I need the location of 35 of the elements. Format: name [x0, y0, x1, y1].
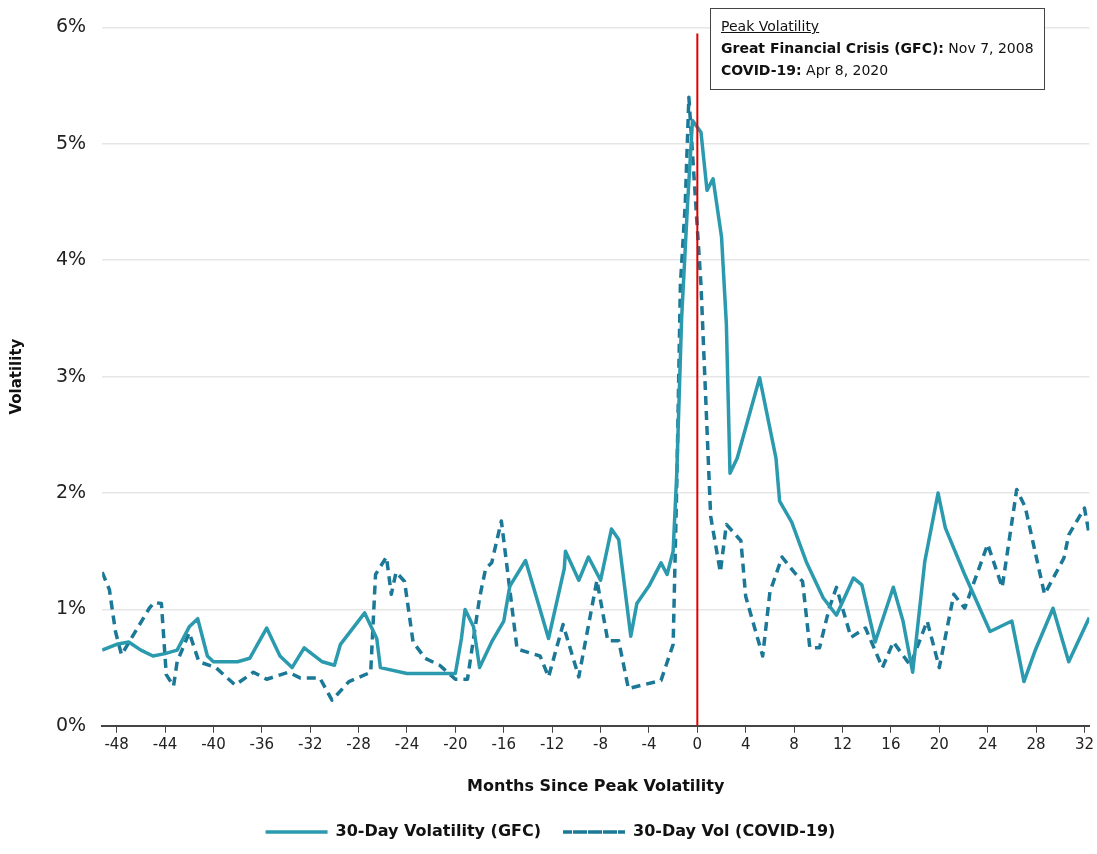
- x-tick-label: -16: [491, 734, 517, 753]
- y-tick-label: 3%: [55, 363, 87, 386]
- x-tick-label: 20: [929, 734, 949, 753]
- x-axis-title: Months Since Peak Volatility: [467, 775, 725, 795]
- annotation: Great Financial Crisis (GFC): Nov 7, 2008: [721, 39, 1034, 58]
- legend-label: 30-Day Vol (COVID-19): [633, 821, 836, 841]
- y-tick-label: 0%: [55, 712, 87, 735]
- y-tick-label: 6%: [55, 14, 87, 37]
- x-tick-label: -40: [201, 734, 226, 753]
- x-tick-label: 16: [881, 734, 901, 753]
- x-tick-label: -36: [249, 734, 275, 753]
- x-tick-label: 12: [832, 734, 853, 753]
- annotation: COVID-19: Apr 8, 2020: [721, 61, 890, 80]
- x-tick-label: -12: [539, 734, 565, 753]
- legend-label: 30-Day Volatility (GFC): [335, 821, 542, 841]
- x-tick-label: -4: [641, 734, 657, 753]
- y-tick-label: 1%: [55, 596, 87, 619]
- x-tick-label: -24: [394, 734, 420, 753]
- y-axis-title: Volatility: [6, 338, 25, 415]
- x-tick-label: -20: [443, 734, 468, 753]
- y-tick-label: 4%: [55, 247, 87, 270]
- x-tick-label: 24: [978, 734, 998, 753]
- x-tick-label: 28: [1026, 734, 1046, 753]
- x-tick-label: -44: [152, 734, 178, 753]
- x-tick-label: -28: [346, 734, 371, 753]
- x-tick-label: 32: [1074, 734, 1094, 753]
- x-tick-label: -8: [593, 734, 609, 753]
- x-tick-label: 0: [692, 734, 703, 753]
- x-tick-label: -48: [104, 734, 129, 753]
- y-tick-label: 2%: [55, 479, 87, 502]
- annotation: Peak Volatility: [721, 17, 821, 36]
- x-tick-label: -32: [297, 734, 323, 753]
- x-tick-label: 4: [740, 734, 751, 753]
- x-tick-label: 8: [789, 734, 799, 753]
- y-tick-label: 5%: [55, 130, 87, 153]
